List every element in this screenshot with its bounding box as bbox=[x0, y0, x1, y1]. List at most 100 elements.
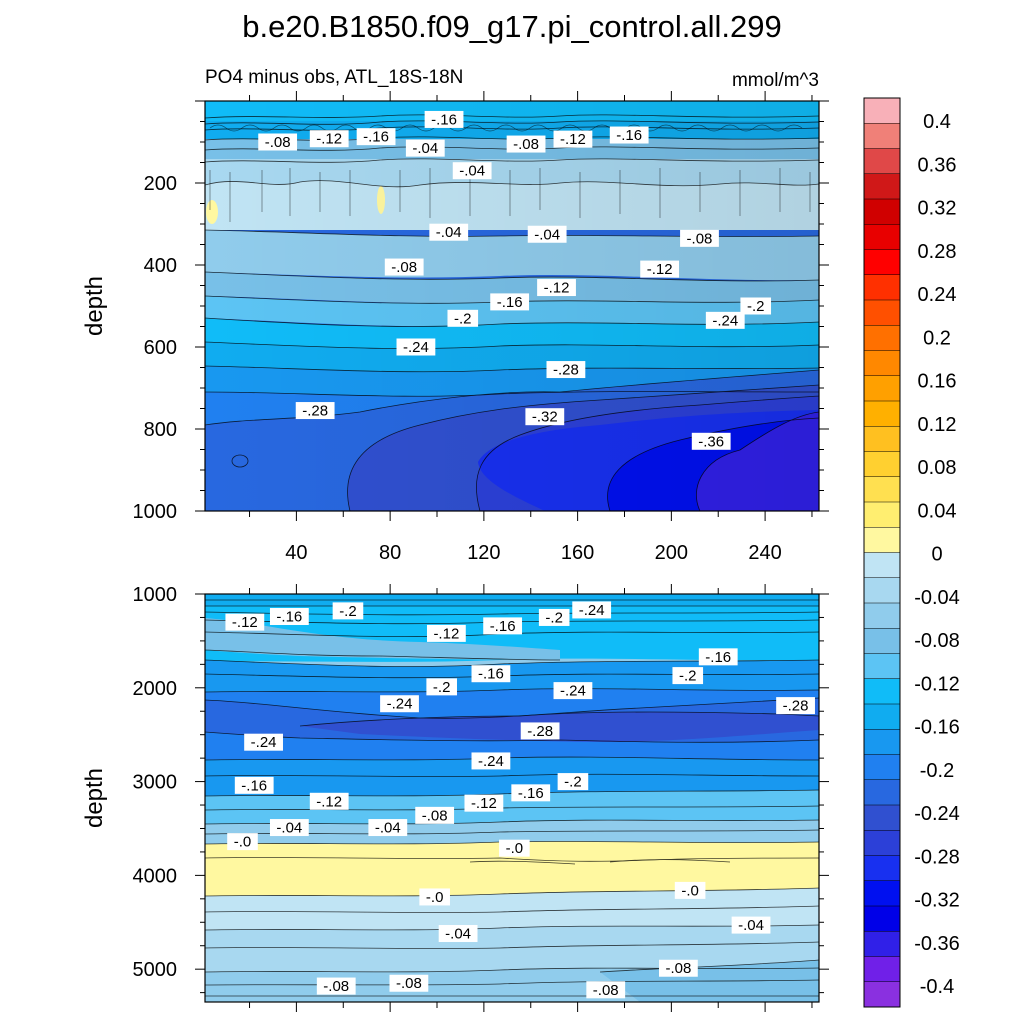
contour-label: -.04 bbox=[405, 139, 445, 157]
contour-label-bg bbox=[658, 959, 698, 977]
contour-label-bg bbox=[680, 229, 719, 247]
contour-label: -.04 bbox=[438, 925, 478, 943]
colorbar-tick-label: -0.36 bbox=[914, 933, 960, 955]
contour-label-bg bbox=[740, 297, 772, 315]
contour-label: -.08 bbox=[506, 135, 546, 153]
colorbar-tick-label: 0.12 bbox=[918, 414, 957, 436]
contour-label: -.2 bbox=[538, 608, 570, 626]
colorbar-tick-label: 0.16 bbox=[918, 371, 957, 393]
contour-label-bg bbox=[269, 608, 309, 626]
contour-label-bg bbox=[380, 695, 419, 713]
contour-label-text: -.2 bbox=[747, 298, 765, 315]
lower-band-positive bbox=[205, 841, 819, 896]
contour-label: -.28 bbox=[520, 722, 560, 740]
contour-label-text: -.2 bbox=[564, 774, 582, 791]
contour-label: -.08 bbox=[384, 258, 424, 276]
contour-label-bg bbox=[426, 624, 466, 642]
y-tick-label: 5000 bbox=[133, 959, 178, 981]
lower-frame bbox=[204, 593, 820, 1003]
colorbar-tick-label: 0.28 bbox=[918, 241, 957, 263]
contour-label: -.24 bbox=[471, 752, 511, 770]
contour-label-bg bbox=[389, 974, 429, 992]
contour-label-bg bbox=[415, 806, 455, 824]
contour-label-text: -.0 bbox=[681, 882, 699, 899]
contour-label-bg bbox=[520, 722, 560, 740]
contour-label-text: -.16 bbox=[705, 649, 731, 666]
colorbar-tick-label: 0.36 bbox=[918, 154, 957, 176]
contour-label: -.24 bbox=[553, 682, 593, 700]
contour-label: -.28 bbox=[546, 361, 586, 379]
colorbar-swatch bbox=[864, 148, 900, 175]
colorbar-swatch bbox=[864, 274, 900, 301]
lower-ylabel: depth bbox=[81, 768, 108, 828]
contour-label-text: -.16 bbox=[518, 785, 544, 802]
colorbar-swatch bbox=[864, 451, 900, 478]
x-tick-label: 160 bbox=[561, 542, 594, 564]
colorbar-frame bbox=[863, 97, 901, 1008]
contour-label: -.16 bbox=[471, 665, 511, 683]
contour-label-bg bbox=[537, 279, 576, 297]
upper-contour-lines bbox=[205, 114, 819, 511]
contour-label: -.12 bbox=[309, 130, 349, 148]
contour-label-bg bbox=[609, 126, 649, 144]
y-tick-label: 800 bbox=[144, 419, 177, 441]
contour-label-bg bbox=[438, 925, 478, 943]
contour-label-text: -.2 bbox=[339, 603, 357, 620]
contour-label-text: -.16 bbox=[478, 666, 504, 683]
contour-label-bg bbox=[640, 260, 680, 278]
contour-label: -.0 bbox=[419, 888, 450, 906]
contour-label: -.08 bbox=[680, 229, 719, 247]
lower-band-6 bbox=[205, 757, 819, 796]
contour-label-bg bbox=[546, 361, 586, 379]
lower-band-7 bbox=[205, 790, 819, 824]
colorbar-swatch bbox=[864, 577, 900, 604]
contour-label-text: -.12 bbox=[316, 131, 342, 148]
colorbar-tick-label: 0.2 bbox=[923, 327, 951, 349]
colorbar-swatch bbox=[864, 729, 900, 755]
contour-label-bg bbox=[426, 678, 457, 696]
upper-ylabel: depth bbox=[81, 276, 108, 336]
contour-label-text: -.0 bbox=[426, 889, 444, 906]
contour-label-bg bbox=[309, 130, 349, 148]
contour-label-text: -.12 bbox=[560, 131, 586, 148]
y-tick-label: 3000 bbox=[133, 772, 178, 794]
contour-label: -.0 bbox=[227, 833, 258, 851]
contour-label-bg bbox=[429, 223, 469, 241]
colorbar-swatch bbox=[864, 830, 900, 856]
contour-label-bg bbox=[731, 916, 771, 934]
contour-label: -.12 bbox=[464, 794, 504, 812]
contour-label-bg bbox=[464, 794, 504, 812]
contour-label-text: -.2 bbox=[433, 679, 451, 696]
contour-label-text: -.0 bbox=[234, 834, 252, 851]
colorbar-swatch bbox=[864, 426, 900, 452]
contour-label-bg bbox=[269, 819, 309, 837]
colorbar-swatch bbox=[864, 98, 900, 124]
contour-label-text: -.08 bbox=[323, 978, 349, 995]
contour-label-bg bbox=[471, 665, 511, 683]
contour-label-text: -.2 bbox=[679, 668, 697, 685]
contour-label-bg bbox=[234, 776, 274, 794]
colorbar-tick-label: 0.24 bbox=[918, 284, 957, 306]
contour-label: -.12 bbox=[225, 613, 265, 631]
contour-label: -.24 bbox=[380, 695, 419, 713]
contour-label-text: -.32 bbox=[532, 409, 558, 426]
colorbar-swatch bbox=[864, 375, 900, 402]
contour-label-text: -.24 bbox=[478, 753, 504, 770]
contour-label: -.16 bbox=[483, 617, 523, 635]
contour-label-text: -.08 bbox=[391, 259, 417, 276]
colorbar-swatch bbox=[864, 956, 900, 983]
figure-title: b.e20.B1850.f09_g17.pi_control.all.299 bbox=[242, 9, 782, 44]
contour-label: -.2 bbox=[332, 602, 364, 620]
colorbar-tick-label: 0.08 bbox=[918, 457, 957, 479]
contour-label-text: -.16 bbox=[497, 294, 523, 311]
contour-label: -.24 bbox=[244, 733, 283, 751]
contour-label-text: -.16 bbox=[276, 609, 302, 626]
upper-ticks: 40 80 120 160 200 240 200 400 600 800 1000 bbox=[133, 91, 829, 564]
contour-label: -.04 bbox=[527, 225, 567, 243]
colorbar-tick-label: -0.04 bbox=[914, 587, 960, 609]
upper-surface-noise bbox=[209, 124, 811, 222]
contour-label: -.04 bbox=[452, 162, 492, 180]
contour-label-bg bbox=[490, 293, 530, 311]
